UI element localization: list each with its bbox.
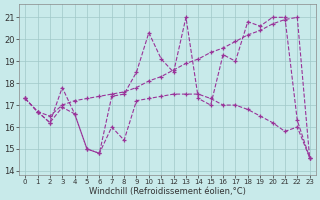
X-axis label: Windchill (Refroidissement éolien,°C): Windchill (Refroidissement éolien,°C) <box>89 187 246 196</box>
